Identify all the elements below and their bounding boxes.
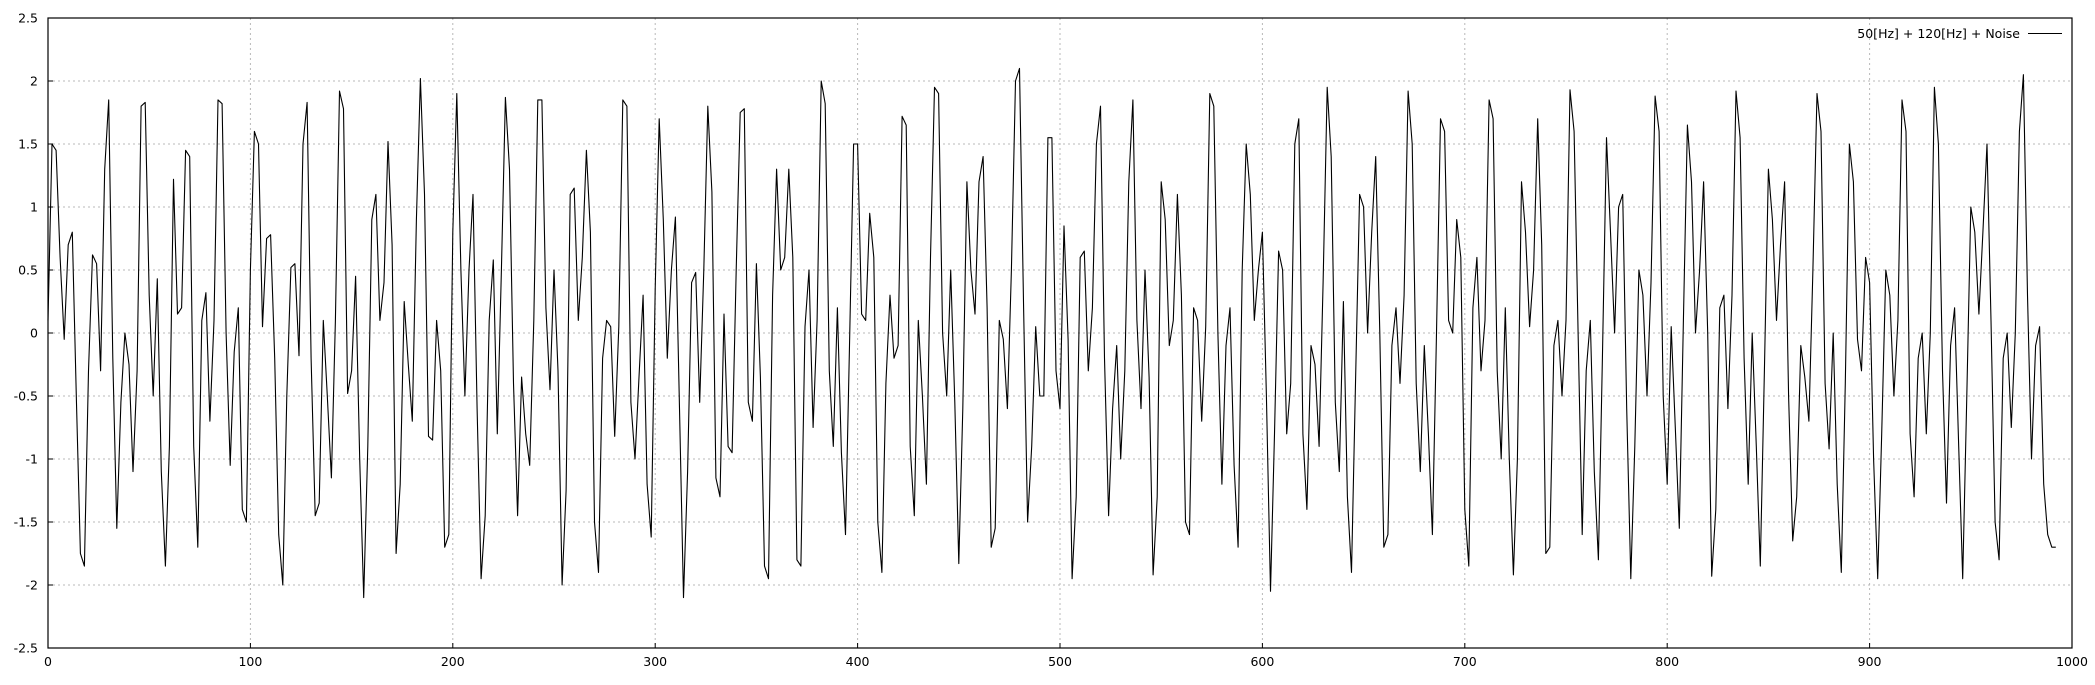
y-tick-label: 2.5 [18, 11, 38, 26]
y-tick-label: 1 [30, 200, 38, 215]
x-tick-label: 600 [1250, 654, 1274, 669]
x-tick-label: 300 [643, 654, 667, 669]
y-tick-label: 1.5 [18, 137, 38, 152]
x-tick-label: 100 [238, 654, 262, 669]
series-layer [47, 67, 2056, 599]
legend-label: 50[Hz] + 120[Hz] + Noise [1857, 26, 2020, 41]
y-tick-label: 0 [30, 326, 38, 341]
legend: 50[Hz] + 120[Hz] + Noise [1857, 26, 2062, 41]
y-tick-label: -0.5 [14, 389, 38, 404]
y-tick-label: -1.5 [14, 515, 38, 530]
x-tick-label: 400 [846, 654, 870, 669]
plot-frame [47, 17, 2073, 649]
y-tick-label: 0.5 [18, 263, 38, 278]
x-tick-label: 200 [441, 654, 465, 669]
x-tick-label: 700 [1453, 654, 1477, 669]
y-tick-label: 2 [30, 74, 38, 89]
x-tick-label: 1000 [2056, 654, 2088, 669]
axis-ticks: 0 100 200 300 400 500 600 700 800 900 1000 -2.5 -2 -1… [14, 11, 2088, 670]
x-tick-label: 900 [1858, 654, 1882, 669]
x-tick-label: 800 [1655, 654, 1679, 669]
x-tick-label: 500 [1048, 654, 1072, 669]
series-line [47, 67, 2056, 599]
x-tick-label: 0 [44, 654, 52, 669]
y-tick-label: -1 [26, 452, 38, 467]
y-tick-label: -2.5 [14, 641, 38, 656]
y-tick-label: -2 [26, 578, 38, 593]
